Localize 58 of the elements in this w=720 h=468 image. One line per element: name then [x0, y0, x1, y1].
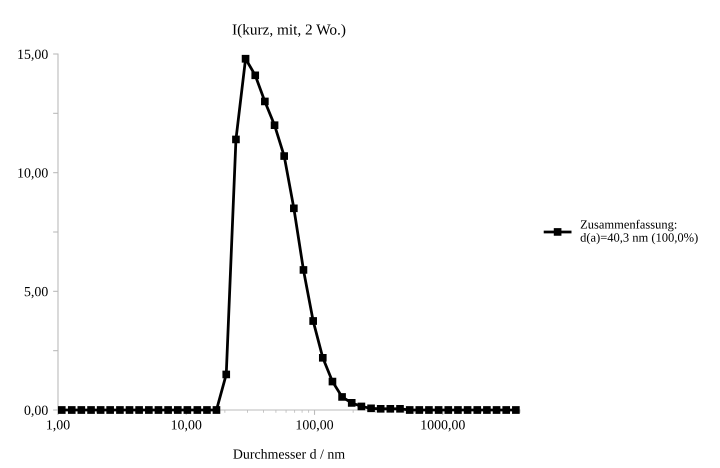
y-tick-label: 15,00 [18, 50, 48, 61]
point [280, 152, 288, 160]
x-tick-label: 1,00 [47, 420, 70, 432]
x-tick-label: 1000,00 [421, 420, 465, 432]
point [492, 406, 500, 414]
x-tick-label: 100,00 [296, 420, 334, 432]
point [396, 404, 404, 413]
point [348, 399, 356, 407]
point [184, 406, 192, 414]
point [386, 404, 394, 413]
point [116, 406, 124, 414]
point [164, 406, 172, 414]
point [502, 406, 510, 414]
y-tick-label: 0,00 [24, 406, 48, 417]
point [242, 54, 250, 63]
point [290, 204, 298, 212]
point [96, 406, 104, 414]
point [232, 136, 240, 144]
y-tick-label: 10,00 [18, 168, 48, 180]
point [135, 406, 143, 414]
point [251, 72, 260, 80]
point [358, 402, 366, 410]
point [222, 370, 230, 378]
point [425, 406, 433, 414]
point [194, 406, 202, 414]
point [434, 406, 442, 414]
point [473, 406, 482, 414]
point [338, 393, 346, 401]
point [261, 98, 269, 106]
point [444, 406, 452, 414]
point [174, 406, 182, 414]
point [415, 406, 424, 414]
point [212, 406, 220, 414]
point [78, 406, 86, 414]
point [87, 406, 95, 414]
point [464, 406, 472, 414]
y-tick-label: 5,00 [24, 286, 48, 298]
point [154, 406, 162, 414]
legend-label: Zusammenfassung: d(a)=40,3 nm (100,0%) [580, 220, 698, 244]
point [126, 406, 134, 414]
point [328, 378, 336, 386]
point [318, 354, 327, 362]
point [512, 406, 520, 414]
point [145, 406, 153, 414]
point [106, 406, 114, 414]
point [300, 266, 308, 274]
x-axis-title: Durchmesser d / nm [233, 448, 345, 459]
point [367, 404, 375, 412]
point [483, 406, 491, 414]
point [454, 406, 462, 414]
point [270, 121, 278, 130]
point [309, 317, 317, 325]
chart-title: I(kurz, mit, 2 Wo.) [232, 24, 346, 38]
point [203, 406, 211, 414]
point [406, 406, 414, 414]
point [68, 406, 76, 414]
point [376, 404, 385, 413]
x-tick-label: 10,00 [172, 420, 202, 432]
